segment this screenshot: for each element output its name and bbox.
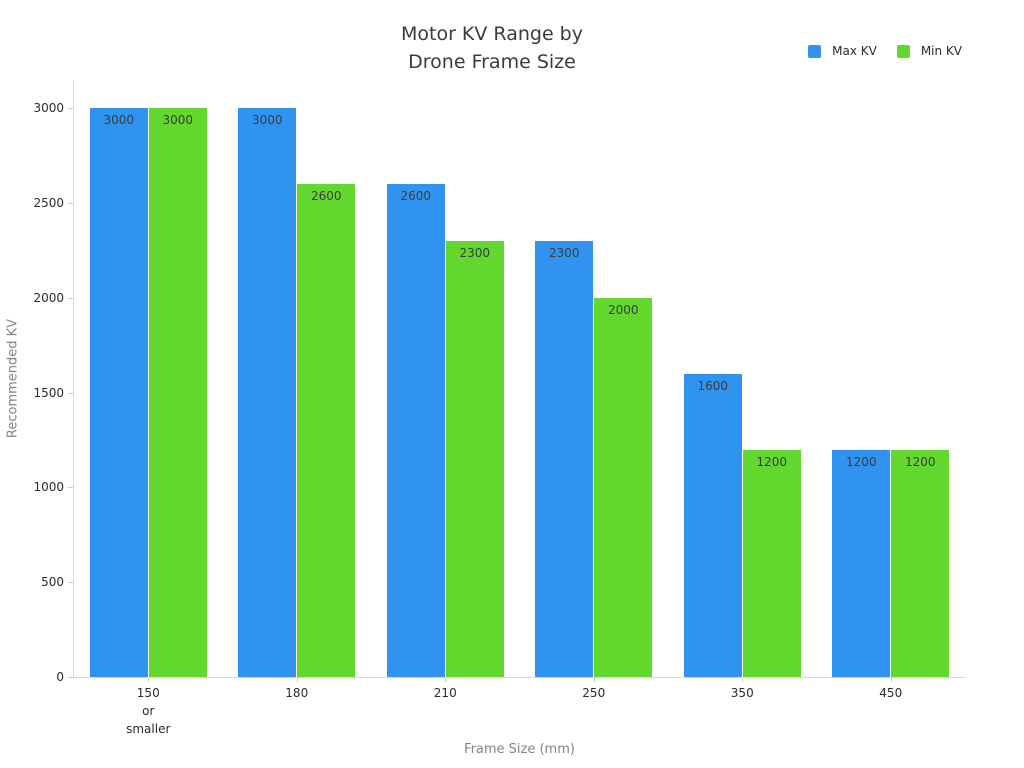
x-axis-line [73,677,966,678]
y-tick-label: 3000 [33,101,64,116]
x-tick-mark [742,677,744,682]
x-tick-label: 350 [730,686,754,700]
bar-min-kv [742,449,801,677]
x-tick-label: 150 or smaller [126,686,171,736]
legend-swatch-icon [808,44,822,58]
x-tick-label: 250 [582,686,606,700]
x-tick-mark [593,677,595,682]
bar-value-label: 1200 [756,454,788,469]
y-tick-label: 1500 [33,385,64,400]
bar-min-kv [594,297,653,677]
legend-item-max-kv[interactable]: Max KV [808,44,877,58]
legend-item-min-kv[interactable]: Min KV [896,44,962,58]
y-tick-label: 2000 [33,290,64,305]
bar-value-label: 2600 [310,189,342,204]
x-tick-mark [148,677,150,682]
x-tick-label: 180 [285,686,309,700]
bar-max-kv [89,108,148,677]
bar-value-label: 2300 [548,246,580,261]
chart-title: Motor KV Range by Drone Frame Size [400,23,583,73]
bar-max-kv [535,241,594,677]
bar-min-kv [148,108,207,677]
bar-value-label: 3000 [251,113,283,128]
legend-swatch-icon [896,44,910,58]
x-tick-mark [890,677,892,682]
bar-max-kv [832,449,891,677]
x-tick-mark [296,677,298,682]
y-axis-title: Recommended KV [5,318,21,439]
bar-value-label: 1600 [697,378,729,393]
y-tick-label: 1000 [33,480,64,495]
bar-value-label: 1200 [904,454,936,469]
bar-value-label: 3000 [162,113,194,128]
y-tick-mark [68,582,73,584]
x-axis-title: Frame Size (mm) [464,742,575,757]
bar-max-kv [386,184,445,677]
legend: Max KV Min KV [808,44,962,58]
bar-value-label: 3000 [103,113,135,128]
y-axis-line [73,80,74,678]
bar-min-kv [297,184,356,677]
x-tick-mark [445,677,447,682]
bar-max-kv [238,108,297,677]
bar-min-kv [891,449,950,677]
legend-label: Max KV [832,44,877,58]
bar-value-label: 2300 [459,246,491,261]
x-tick-label: 450 [879,686,903,700]
y-tick-label: 500 [41,575,64,590]
plot-area: 3000 3000 3000 2600 2600 2300 2300 2000 1600 1200… [74,80,965,677]
y-tick-mark [68,297,73,299]
legend-label: Min KV [920,44,962,58]
y-tick-mark [68,203,73,205]
bar-value-label: 1200 [845,454,877,469]
y-tick-mark [68,392,73,394]
bar-value-label: 2600 [400,189,432,204]
y-tick-mark [68,487,73,489]
y-tick-mark [68,108,73,110]
y-tick-label: 2500 [33,196,64,211]
y-tick-mark [68,677,73,678]
bar-max-kv [683,373,742,677]
bar-value-label: 2000 [607,302,639,317]
bar-min-kv [445,241,504,677]
y-tick-label: 0 [56,670,64,684]
x-tick-label: 210 [433,686,457,700]
